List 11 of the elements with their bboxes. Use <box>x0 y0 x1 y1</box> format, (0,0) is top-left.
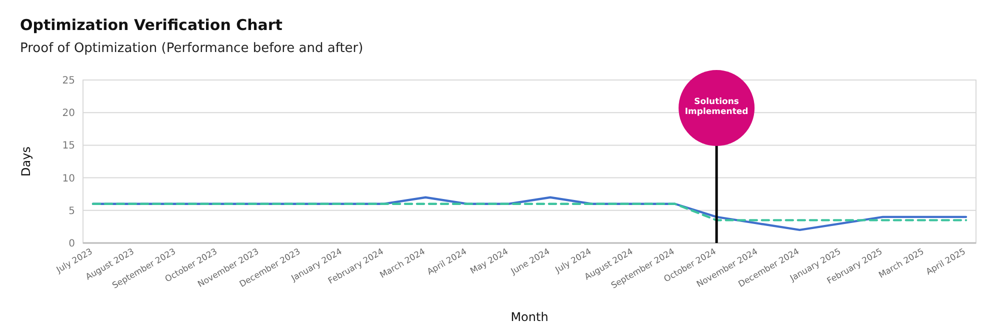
y-axis-title: Days <box>19 146 33 176</box>
ref-line-label: Solutions Implemented <box>684 97 748 118</box>
y-tick-label: 25 <box>62 76 75 86</box>
chart-title: Optimization Verification Chart <box>20 16 282 34</box>
y-tick-label: 20 <box>62 108 75 120</box>
y-tick-label: 0 <box>68 238 75 250</box>
y-tick-label: 15 <box>62 140 75 152</box>
y-tick-label: 5 <box>68 206 75 217</box>
chart-subtitle: Proof of Optimization (Performance before and after) <box>20 41 364 56</box>
x-axis-title: Month <box>510 310 548 324</box>
y-tick-label: 10 <box>62 173 75 184</box>
